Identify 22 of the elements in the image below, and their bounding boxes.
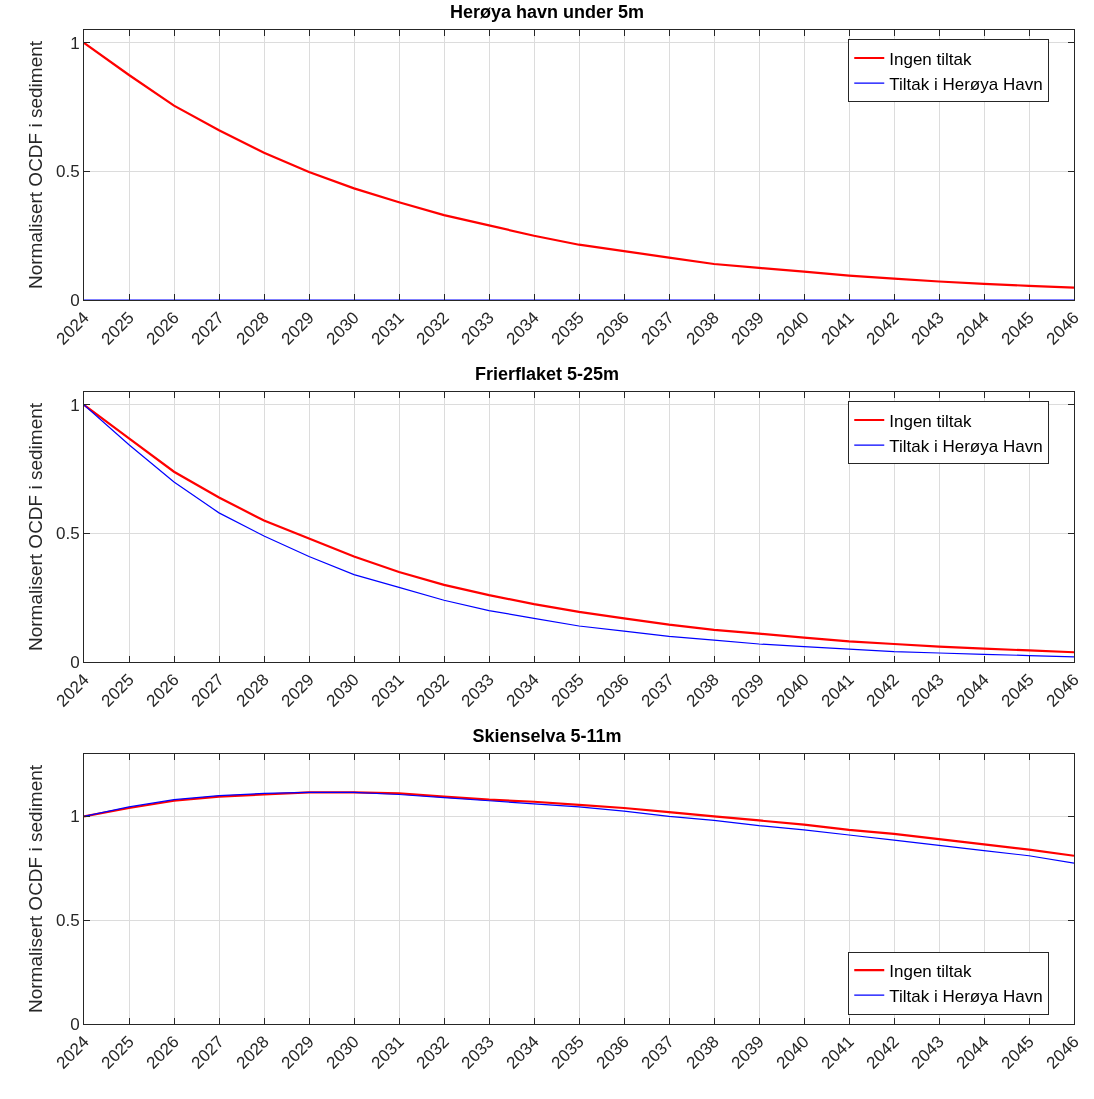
legend-label: Ingen tiltak [889, 411, 972, 431]
y-tick-label: 0 [70, 652, 80, 672]
y-tick-label: 0.5 [55, 911, 80, 931]
legend-label: Ingen tiltak [889, 961, 972, 981]
chart-title: Herøya havn under 5m [449, 2, 645, 23]
y-tick-label: 0.5 [55, 524, 80, 544]
legend-label: Tiltak i Herøya Havn [889, 74, 1043, 94]
y-tick-label: 1 [70, 395, 80, 415]
y-tick-label: 0 [70, 290, 80, 310]
y-axis-title: Normalisert OCDF i sediment [24, 764, 46, 1014]
chart-title: Skienselva 5-11m [472, 726, 622, 747]
y-tick-label: 0 [70, 1014, 80, 1034]
y-axis-title: Normalisert OCDF i sediment [24, 40, 46, 290]
legend-label: Tiltak i Herøya Havn [889, 986, 1043, 1006]
chart-title: Frierflaket 5-25m [474, 364, 620, 385]
y-tick-label: 1 [70, 807, 80, 827]
y-tick-label: 0.5 [55, 162, 80, 182]
legend-label: Tiltak i Herøya Havn [889, 436, 1043, 456]
y-tick-label: 1 [70, 33, 80, 53]
y-axis-title: Normalisert OCDF i sediment [24, 402, 46, 652]
line-series [84, 41, 1074, 289]
legend-label: Ingen tiltak [889, 49, 972, 69]
